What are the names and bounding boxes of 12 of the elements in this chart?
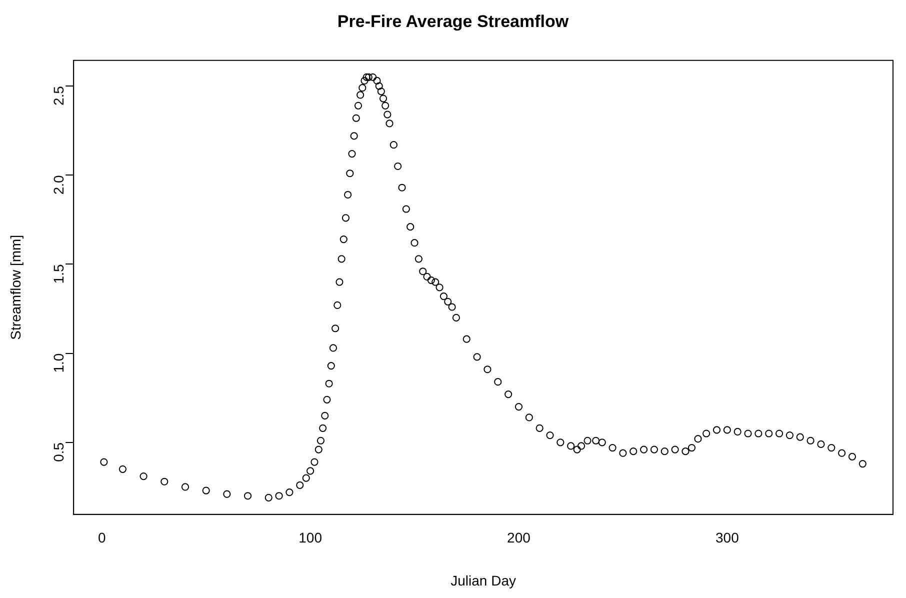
y-tick-label: 1.5 — [50, 264, 66, 284]
y-tick-label: 0.5 — [50, 442, 66, 462]
x-tick-label: 300 — [715, 530, 740, 546]
x-axis-title: Julian Day — [450, 572, 516, 588]
x-tick-label: 0 — [98, 530, 106, 546]
y-axis-title: Streamflow [mm] — [7, 234, 24, 340]
y-tick-label: 1.0 — [50, 353, 66, 373]
x-tick-label: 200 — [507, 530, 531, 546]
y-tick-label: 2.0 — [50, 174, 66, 195]
y-tick-label: 2.5 — [50, 86, 66, 106]
x-tick-label: 100 — [298, 530, 322, 546]
chart-title: Pre-Fire Average Streamflow — [337, 12, 570, 31]
